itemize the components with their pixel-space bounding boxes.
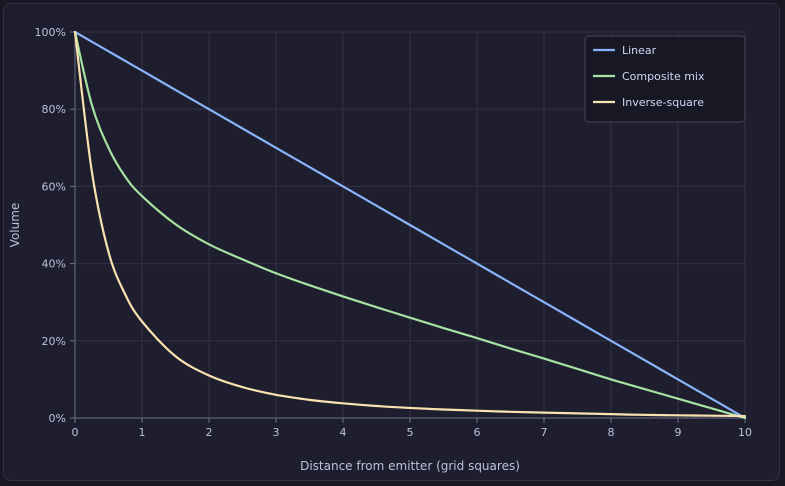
x-tick-label: 3 xyxy=(273,426,280,439)
x-tick-label: 5 xyxy=(407,426,414,439)
y-tick-label: 20% xyxy=(42,335,66,348)
x-tick-label: 0 xyxy=(72,426,79,439)
y-tick-label: 60% xyxy=(42,180,66,193)
x-tick-label: 9 xyxy=(675,426,682,439)
series-group xyxy=(73,30,747,420)
x-tick-label: 7 xyxy=(541,426,548,439)
x-axis-label: Distance from emitter (grid squares) xyxy=(300,459,520,473)
x-tick-label: 10 xyxy=(738,426,752,439)
x-tick-label: 8 xyxy=(608,426,615,439)
y-axis-label: Volume xyxy=(8,203,22,248)
legend[interactable]: Linear Composite mix Inverse-square xyxy=(584,35,746,123)
axes: 0 1 2 3 4 5 6 7 8 9 100%20%40%60%80%100% xyxy=(35,26,752,439)
legend-label-linear[interactable]: Linear xyxy=(622,44,657,57)
x-tick-label: 1 xyxy=(139,426,146,439)
legend-box xyxy=(584,35,746,123)
x-tick-label: 2 xyxy=(206,426,213,439)
y-tick-label: 80% xyxy=(42,103,66,116)
series-line-inverse-square xyxy=(73,30,747,418)
x-tick-label: 6 xyxy=(474,426,481,439)
y-tick-label: 100% xyxy=(35,26,66,39)
y-tick-label: 40% xyxy=(42,258,66,271)
series-line-linear xyxy=(73,30,747,420)
legend-label-inverse-square[interactable]: Inverse-square xyxy=(622,96,704,109)
y-tick-label: 0% xyxy=(49,412,66,425)
legend-label-composite-mix[interactable]: Composite mix xyxy=(622,70,705,83)
x-tick-label: 4 xyxy=(340,426,347,439)
series-line-composite-mix xyxy=(73,30,747,420)
